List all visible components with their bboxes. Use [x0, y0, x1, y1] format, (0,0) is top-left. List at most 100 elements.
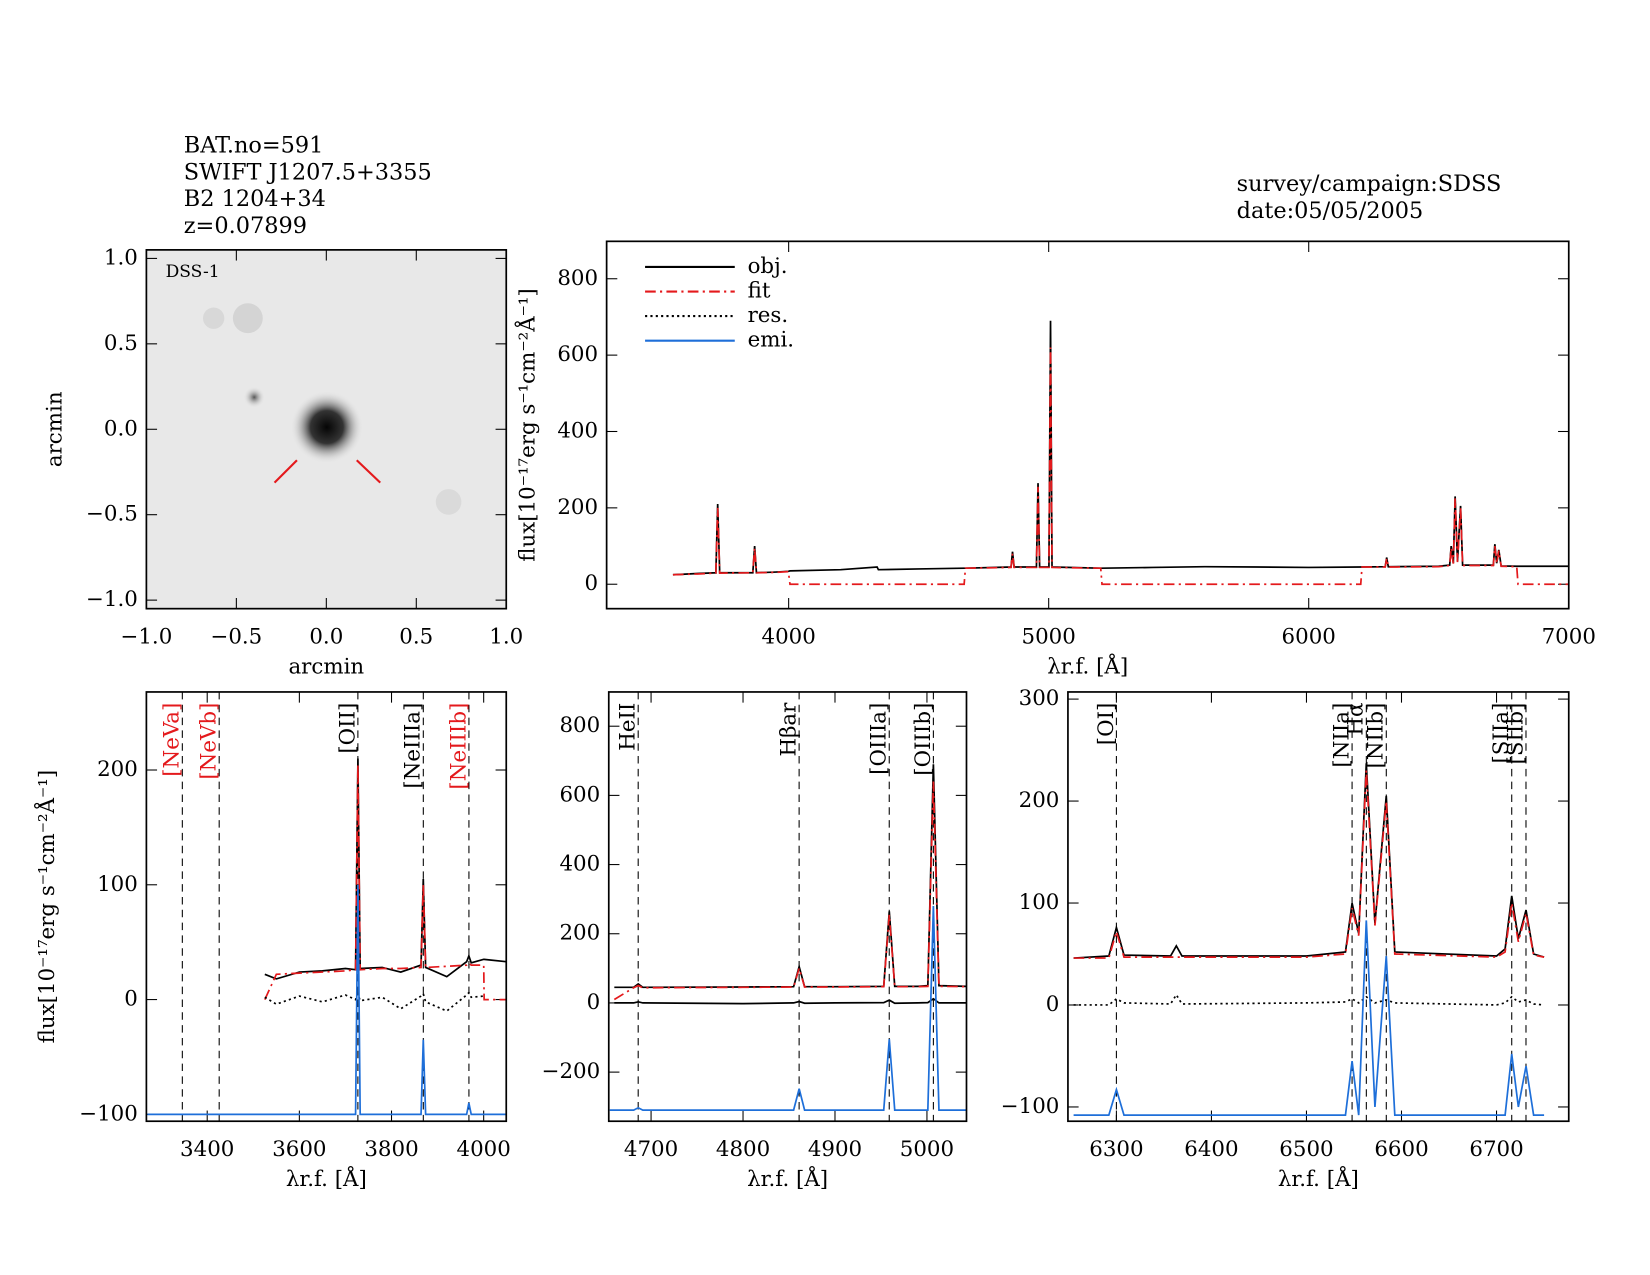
- y-tick-label: 800: [557, 266, 598, 291]
- x-tick-label: 6400: [1184, 1137, 1238, 1162]
- x-tick-label: −1.0: [120, 625, 172, 650]
- x-tick-label: 6500: [1279, 1137, 1333, 1162]
- x-tick-label: 6600: [1374, 1137, 1428, 1162]
- y-tick-label: 0.5: [104, 331, 138, 356]
- plot-frame: [145, 691, 508, 1123]
- object-info: z=0.07899: [184, 213, 307, 239]
- spectrum: [1073, 770, 1545, 959]
- x-tick-label: 1.0: [489, 625, 523, 650]
- y-tick-label: 0: [1046, 992, 1060, 1017]
- x-tick-label: 6700: [1469, 1137, 1523, 1162]
- line-label: [OII]: [335, 703, 360, 754]
- line-label: [NIIb]: [1364, 703, 1389, 769]
- image-noise: [435, 489, 462, 515]
- y-tick-label: 0: [587, 990, 601, 1015]
- y-tick-label: 100: [97, 872, 138, 897]
- y-tick-label: −100: [1001, 1094, 1060, 1119]
- marker: [356, 459, 381, 484]
- plot-frame: [145, 249, 508, 610]
- survey-info: survey/campaign:SDSS: [1237, 171, 1502, 197]
- x-tick-label: 6300: [1089, 1137, 1143, 1162]
- x-tick-label: 4700: [624, 1137, 678, 1162]
- line-label: [NeIIIa]: [401, 703, 426, 789]
- x-tick-label: 6000: [1282, 625, 1336, 650]
- legend-label: fit: [748, 279, 771, 304]
- line-label: [NeVa]: [160, 703, 185, 777]
- plot-frame: [607, 691, 968, 1123]
- x-axis-label: λr.f. [Å]: [747, 1164, 828, 1192]
- line-label: [SIIa]: [1489, 703, 1514, 764]
- x-tick-label: 5000: [900, 1137, 954, 1162]
- sky-image: [146, 249, 507, 609]
- object-info: SWIFT J1207.5+3355: [184, 159, 432, 185]
- survey-info: date:05/05/2005: [1237, 198, 1424, 224]
- x-axis-label: λr.f. [Å]: [1278, 1164, 1359, 1192]
- x-axis-label: λr.f. [Å]: [1047, 651, 1128, 679]
- image-noise: [232, 303, 263, 334]
- x-axis-label: λr.f. [Å]: [286, 1164, 367, 1192]
- x-tick-label: 3400: [180, 1137, 234, 1162]
- spectrum: [264, 991, 484, 1013]
- source: [290, 390, 364, 464]
- line-label: Hβar: [777, 702, 802, 757]
- x-tick-label: 4800: [716, 1137, 770, 1162]
- plot-frame: [1067, 691, 1570, 1123]
- y-tick-label: 100: [1019, 890, 1060, 915]
- x-tick-label: 0.0: [309, 625, 343, 650]
- neighbor: [243, 386, 265, 408]
- y-tick-label: 200: [557, 495, 598, 520]
- x-tick-label: 3600: [272, 1137, 326, 1162]
- legend-label: res.: [748, 303, 789, 328]
- spectrum: [614, 997, 967, 1005]
- legend-label: obj.: [748, 254, 788, 279]
- y-tick-label: 200: [559, 921, 600, 946]
- plot-frame: [605, 240, 1570, 610]
- spectrum: [147, 884, 507, 1116]
- spectrum: [1073, 993, 1545, 1006]
- spectrum: [613, 781, 967, 1001]
- line-label: HeII: [616, 703, 641, 751]
- spectrum: [1073, 763, 1545, 959]
- object-info: BAT.no=591: [184, 133, 324, 159]
- y-axis-label: flux[10⁻¹⁷erg s⁻¹cm⁻²Å⁻¹]: [513, 288, 541, 562]
- y-tick-label: 1.0: [104, 245, 138, 270]
- line-label: [NeIIIb]: [446, 703, 471, 790]
- image-label: DSS-1: [166, 262, 220, 282]
- y-tick-label: 200: [97, 757, 138, 782]
- y-tick-label: 400: [557, 418, 598, 443]
- legend-label: emi.: [748, 328, 794, 353]
- y-tick-label: 400: [559, 852, 600, 877]
- y-tick-label: 200: [1019, 788, 1060, 813]
- y-tick-label: −0.5: [86, 502, 138, 527]
- y-tick-label: −200: [542, 1059, 601, 1084]
- y-tick-label: 800: [559, 713, 600, 738]
- line-label: Hα: [1344, 703, 1369, 736]
- line-label: [SIIb]: [1503, 703, 1528, 765]
- y-tick-label: 0.0: [104, 416, 138, 441]
- x-tick-label: 7000: [1542, 625, 1596, 650]
- line-label: [NeVb]: [197, 703, 222, 780]
- spectrum: [264, 758, 507, 980]
- x-tick-label: 4900: [808, 1137, 862, 1162]
- x-tick-label: 4000: [457, 1137, 511, 1162]
- object-info: B2 1204+34: [184, 186, 326, 212]
- y-tick-label: −1.0: [86, 587, 138, 612]
- x-axis-label: arcmin: [288, 654, 364, 679]
- line-label: [OIIIb]: [911, 703, 936, 776]
- x-tick-label: 0.5: [399, 625, 433, 650]
- y-tick-label: 0: [124, 987, 138, 1012]
- x-tick-label: −0.5: [210, 625, 262, 650]
- marker: [273, 459, 298, 484]
- y-tick-label: 0: [584, 571, 598, 596]
- line-label: [OI]: [1094, 703, 1119, 746]
- y-axis-label: arcmin: [43, 391, 68, 467]
- y-tick-label: 600: [559, 782, 600, 807]
- y-tick-label: −100: [79, 1101, 138, 1126]
- spectrum: [672, 320, 1569, 576]
- x-tick-label: 5000: [1022, 625, 1076, 650]
- y-axis-label: flux[10⁻¹⁷erg s⁻¹cm⁻²Å⁻¹]: [32, 770, 60, 1044]
- line-label: [NIIa]: [1329, 703, 1354, 768]
- y-tick-label: 600: [557, 342, 598, 367]
